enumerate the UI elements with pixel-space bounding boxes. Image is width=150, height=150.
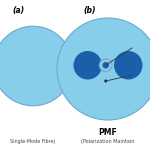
Text: Single-Mode Fibre): Single-Mode Fibre) bbox=[10, 139, 56, 144]
Text: (b): (b) bbox=[84, 6, 96, 15]
Circle shape bbox=[57, 18, 150, 120]
Circle shape bbox=[114, 51, 142, 80]
Circle shape bbox=[104, 80, 107, 82]
Text: (Polarization Maintain: (Polarization Maintain bbox=[81, 139, 135, 144]
Circle shape bbox=[99, 59, 112, 72]
Circle shape bbox=[102, 62, 109, 69]
Text: PMF: PMF bbox=[99, 128, 117, 137]
Circle shape bbox=[0, 26, 73, 106]
Circle shape bbox=[74, 51, 102, 80]
Text: (a): (a) bbox=[12, 6, 24, 15]
